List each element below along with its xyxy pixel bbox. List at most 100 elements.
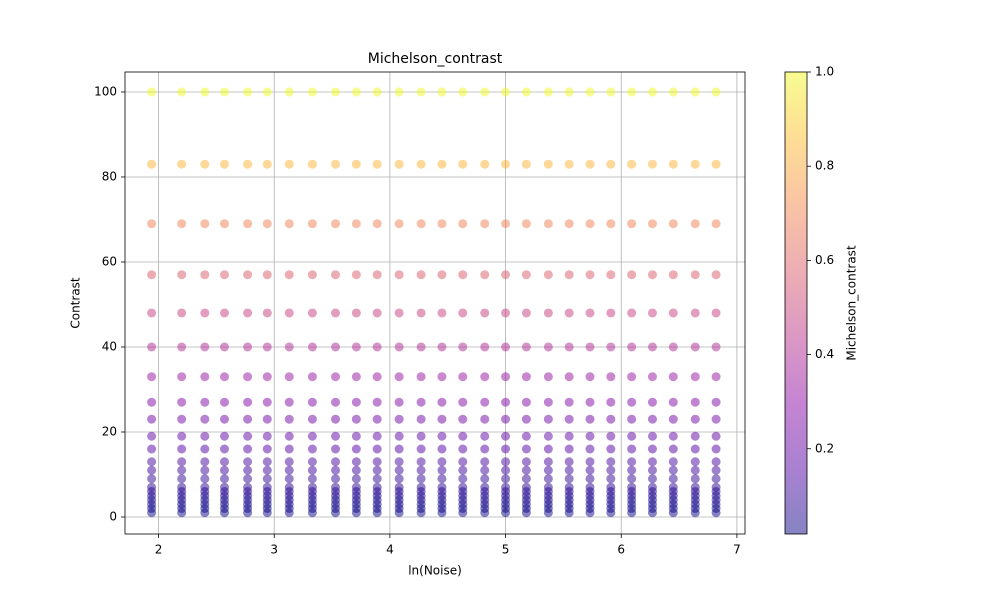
point bbox=[372, 465, 382, 475]
point bbox=[351, 219, 361, 229]
point bbox=[647, 342, 657, 352]
point bbox=[501, 414, 511, 424]
point bbox=[307, 457, 317, 467]
point bbox=[564, 482, 574, 492]
point bbox=[647, 414, 657, 424]
point bbox=[437, 482, 447, 492]
point bbox=[394, 444, 404, 454]
point bbox=[200, 342, 210, 352]
point bbox=[219, 474, 229, 484]
point bbox=[543, 308, 553, 318]
point bbox=[690, 465, 700, 475]
x-tick-label: 7 bbox=[733, 543, 741, 557]
point bbox=[606, 414, 616, 424]
point bbox=[331, 159, 341, 169]
point bbox=[501, 159, 511, 169]
point bbox=[564, 397, 574, 407]
point bbox=[585, 465, 595, 475]
point bbox=[521, 87, 531, 97]
point bbox=[416, 219, 426, 229]
y-tick-label: 0 bbox=[109, 509, 117, 523]
point bbox=[711, 482, 721, 492]
point bbox=[394, 397, 404, 407]
point bbox=[394, 457, 404, 467]
point bbox=[416, 342, 426, 352]
point bbox=[200, 159, 210, 169]
point bbox=[501, 308, 511, 318]
point bbox=[585, 87, 595, 97]
point bbox=[564, 431, 574, 441]
point bbox=[200, 87, 210, 97]
point bbox=[262, 342, 272, 352]
point bbox=[543, 474, 553, 484]
point bbox=[711, 372, 721, 382]
point bbox=[372, 397, 382, 407]
point bbox=[219, 372, 229, 382]
point bbox=[331, 219, 341, 229]
point bbox=[668, 159, 678, 169]
point bbox=[501, 397, 511, 407]
point bbox=[690, 159, 700, 169]
point bbox=[564, 219, 574, 229]
x-axis-label: ln(Noise) bbox=[408, 564, 462, 578]
point bbox=[501, 372, 511, 382]
point bbox=[307, 308, 317, 318]
point bbox=[564, 372, 574, 382]
point bbox=[458, 397, 468, 407]
point bbox=[372, 474, 382, 484]
point bbox=[394, 465, 404, 475]
point bbox=[480, 482, 490, 492]
point bbox=[177, 397, 187, 407]
point bbox=[219, 342, 229, 352]
point bbox=[437, 372, 447, 382]
point bbox=[416, 397, 426, 407]
point bbox=[647, 219, 657, 229]
point bbox=[480, 372, 490, 382]
point bbox=[351, 414, 361, 424]
point bbox=[521, 431, 531, 441]
point bbox=[668, 431, 678, 441]
point bbox=[219, 308, 229, 318]
point bbox=[711, 444, 721, 454]
point bbox=[262, 270, 272, 280]
point bbox=[564, 270, 574, 280]
point bbox=[372, 159, 382, 169]
point bbox=[627, 308, 637, 318]
point bbox=[690, 308, 700, 318]
point bbox=[690, 372, 700, 382]
point bbox=[458, 372, 468, 382]
point bbox=[458, 431, 468, 441]
point bbox=[416, 457, 426, 467]
point bbox=[394, 219, 404, 229]
point bbox=[606, 342, 616, 352]
point bbox=[501, 342, 511, 352]
point bbox=[394, 372, 404, 382]
point bbox=[480, 431, 490, 441]
point bbox=[543, 87, 553, 97]
point bbox=[543, 159, 553, 169]
point bbox=[627, 457, 637, 467]
point bbox=[606, 457, 616, 467]
point bbox=[521, 342, 531, 352]
point bbox=[458, 159, 468, 169]
point bbox=[480, 219, 490, 229]
point bbox=[307, 87, 317, 97]
point bbox=[585, 270, 595, 280]
point bbox=[606, 474, 616, 484]
point bbox=[284, 444, 294, 454]
point bbox=[372, 457, 382, 467]
point bbox=[416, 270, 426, 280]
point bbox=[416, 159, 426, 169]
point bbox=[219, 457, 229, 467]
point bbox=[177, 372, 187, 382]
point bbox=[262, 431, 272, 441]
point bbox=[543, 414, 553, 424]
point bbox=[458, 444, 468, 454]
point bbox=[437, 87, 447, 97]
point bbox=[307, 397, 317, 407]
point bbox=[243, 414, 253, 424]
point bbox=[177, 431, 187, 441]
point bbox=[262, 372, 272, 382]
point bbox=[219, 431, 229, 441]
